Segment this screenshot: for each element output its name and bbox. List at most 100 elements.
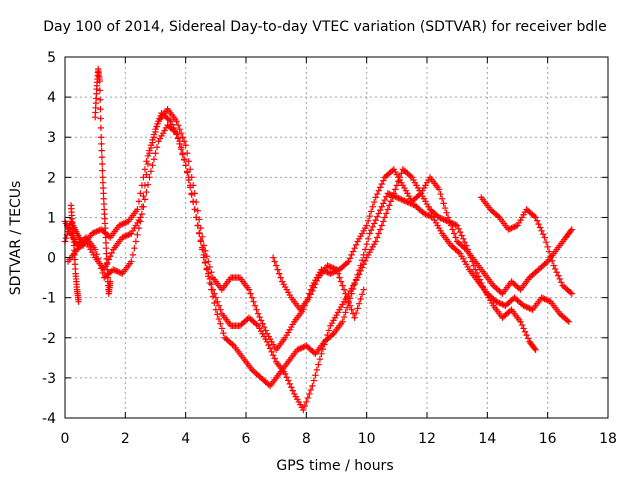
track-2-point	[286, 380, 293, 388]
track-5-point	[532, 214, 539, 221]
x-tick-label-0: 0	[61, 431, 70, 447]
track-1-point	[384, 190, 391, 197]
track-1-point	[93, 228, 100, 235]
track-2-point	[435, 214, 443, 221]
spike-1-point	[100, 184, 107, 192]
track-1-point	[380, 200, 387, 207]
track-4-point	[358, 291, 366, 298]
track-5-point	[547, 253, 554, 260]
track-1-point	[218, 325, 226, 332]
track-2-point	[374, 234, 381, 241]
track-1-point	[496, 299, 503, 307]
track-2-point	[197, 238, 204, 245]
track-3-point	[143, 171, 150, 178]
track-3-point	[327, 270, 334, 277]
track-2-point	[456, 228, 464, 236]
y-axis-label: SDTVAR / TECUs	[8, 181, 24, 296]
track-2-point	[99, 269, 106, 277]
track-3-point	[351, 244, 358, 252]
track-1-point	[526, 305, 533, 312]
track-4-point	[334, 270, 342, 277]
track-2-point	[324, 331, 331, 339]
track-2-point	[180, 156, 188, 164]
track-3-point	[183, 150, 191, 157]
track-2-point	[520, 325, 527, 332]
track-3-point	[345, 258, 352, 265]
track-2-point	[389, 194, 396, 201]
track-4-point	[310, 284, 318, 291]
track-2-point	[217, 306, 224, 313]
track-3-point	[452, 234, 459, 241]
track-3-point	[416, 191, 423, 198]
track-3-point	[567, 227, 574, 235]
track-4-point	[271, 258, 278, 265]
track-3-point	[378, 180, 385, 188]
track-3-point	[256, 313, 263, 321]
track-4-point	[331, 265, 339, 273]
spike-1-point	[96, 77, 103, 85]
track-2-point	[381, 214, 388, 221]
track-4-point	[345, 298, 352, 305]
track-3-point	[182, 142, 189, 149]
track-2-point	[141, 196, 149, 203]
track-3-point	[138, 203, 146, 210]
track-1-point	[374, 213, 381, 220]
spike-1-point	[98, 134, 105, 141]
track-1-point	[91, 228, 99, 236]
track-3-point	[438, 195, 446, 202]
track-4-point	[346, 302, 354, 309]
track-4-point	[351, 314, 358, 321]
track-3-point	[147, 144, 155, 152]
track-2-point	[171, 128, 179, 136]
track-1-point	[497, 300, 505, 307]
track-5-point	[506, 225, 514, 233]
track-1-point	[521, 303, 529, 310]
track-4-point	[333, 266, 340, 273]
spike-1-point	[99, 179, 107, 186]
track-3-point	[352, 241, 360, 249]
track-3-point	[141, 182, 149, 189]
track-1-point	[119, 220, 126, 228]
track-2-point	[253, 321, 260, 328]
track-5-point	[536, 224, 544, 231]
track-2-point	[300, 406, 307, 414]
track-3-point	[150, 134, 158, 141]
track-2-point	[325, 327, 333, 334]
x-tick-label-16: 16	[539, 431, 557, 447]
track-1-point	[401, 197, 408, 204]
track-2-point	[315, 361, 322, 368]
track-1-point	[367, 226, 375, 234]
track-3-point	[364, 217, 372, 224]
track-2-point	[360, 261, 367, 268]
track-1-point	[134, 206, 141, 213]
track-3-point	[122, 232, 129, 240]
track-2-point	[458, 232, 465, 239]
spike-2-point	[75, 298, 82, 305]
track-1-point	[366, 230, 373, 237]
track-5-point	[552, 265, 559, 273]
track-3-point	[449, 226, 456, 233]
track-2-point	[188, 191, 195, 198]
track-5-point	[548, 257, 556, 265]
track-2-point	[310, 377, 318, 384]
spike-1-point	[99, 160, 106, 168]
track-2-point	[282, 370, 289, 378]
track-3-point	[497, 289, 505, 296]
track-2-point	[143, 188, 150, 196]
track-5-point	[542, 238, 550, 246]
track-2-point	[316, 355, 324, 363]
track-3-point	[185, 158, 192, 165]
track-5-point	[508, 224, 515, 232]
track-2-point	[129, 251, 137, 259]
track-4-point	[272, 262, 280, 269]
track-3-point	[188, 174, 195, 181]
x-tick-label-2: 2	[121, 431, 130, 447]
spike-1-point	[99, 167, 106, 174]
track-5-point	[512, 222, 520, 230]
track-4-point	[327, 263, 334, 271]
track-2-point	[437, 214, 444, 222]
spike-1-point	[102, 234, 109, 241]
track-2-point	[304, 394, 312, 402]
track-2-point	[319, 345, 327, 353]
track-5-point	[539, 230, 547, 238]
